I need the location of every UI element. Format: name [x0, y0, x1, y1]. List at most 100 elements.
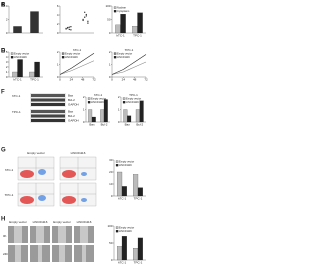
legend-swatch: [61, 55, 65, 59]
panel-letter: H: [1, 217, 5, 223]
legend-label: Empty vector: [65, 51, 80, 55]
legend-swatch: [113, 52, 117, 55]
legend-label: Empty vector: [117, 51, 132, 55]
bar: [132, 26, 138, 34]
legend-label: Empty vector: [14, 51, 29, 55]
bar: [137, 187, 143, 197]
legend-label: Empty vector: [91, 96, 106, 100]
legend-swatch: [87, 100, 91, 104]
y-tick-label: 6: [57, 4, 59, 8]
x-tick-label: 72: [144, 77, 148, 81]
legend-label: Nuclear: [117, 5, 126, 9]
bar: [137, 12, 143, 34]
line: [111, 54, 147, 75]
y-tick-label: 0: [57, 31, 59, 35]
y-tick-label: 10: [109, 182, 113, 186]
column-label: LINC01116: [33, 220, 48, 224]
legend-swatch: [113, 10, 117, 13]
dot: [85, 15, 88, 17]
y-tick-label: 2: [109, 50, 111, 54]
bar: [117, 171, 123, 197]
y-tick-label: 0: [83, 120, 85, 124]
x-tick-label: Bax: [125, 122, 131, 126]
x-tick-label: 0: [59, 77, 61, 81]
legend-label: LINC01116: [14, 55, 27, 59]
y-tick-label: 1: [109, 62, 111, 66]
y-tick-label: 0: [57, 75, 59, 79]
legend-swatch: [122, 100, 126, 104]
legend-swatch: [113, 55, 117, 59]
panel-letter: A: [1, 3, 6, 9]
row-label: 24h: [3, 252, 8, 256]
x-tick-label: 48: [133, 77, 137, 81]
column-label: LINC01116: [71, 151, 86, 155]
legend-label: Empty vector: [126, 96, 141, 100]
y-tick-label: 4: [6, 55, 8, 59]
bar: [115, 24, 121, 34]
panel-letter: F: [1, 90, 5, 96]
bar: [121, 236, 127, 261]
legend-swatch: [115, 160, 119, 163]
legend-label: Empty vector: [119, 159, 134, 163]
y-tick-label: 0: [109, 75, 111, 79]
dot: [84, 11, 86, 13]
x-tick-label: TPC-1: [133, 33, 142, 37]
y-tick-label: 4: [6, 4, 8, 8]
dot: [84, 16, 86, 18]
bar: [13, 26, 22, 33]
band-label: Bax: [68, 109, 74, 113]
band-label: Bcl-2: [68, 114, 75, 118]
band-label: Bax: [68, 93, 74, 97]
column-label: Empty vector: [27, 151, 45, 155]
bar: [117, 246, 123, 261]
dot: [87, 20, 89, 22]
dot: [82, 18, 84, 21]
x-tick-label: 48: [81, 77, 85, 81]
y-tick-label: 0: [111, 258, 113, 262]
y-tick-label: 1: [57, 62, 59, 66]
y-tick-label: 2: [57, 50, 59, 54]
y-tick-label: 50: [109, 241, 113, 245]
y-tick-label: 1: [118, 107, 120, 111]
legend-label: Cytoplasm: [117, 9, 129, 13]
chart-title: hTC-1: [94, 93, 103, 97]
bar: [100, 109, 105, 123]
bar: [29, 71, 35, 78]
x-tick-label: Bcl-2: [101, 122, 108, 126]
y-tick-label: 5: [6, 50, 8, 54]
panel-letter: D: [1, 49, 6, 55]
legend-label: Empty vector: [119, 225, 134, 229]
line: [111, 61, 147, 75]
x-tick-label: 24: [122, 77, 126, 81]
bar: [137, 237, 143, 261]
legend-swatch: [115, 230, 119, 233]
bar: [34, 61, 40, 78]
bar: [30, 11, 39, 33]
bar: [103, 99, 108, 123]
x-tick-label: TPC-1: [134, 196, 143, 200]
blot-image: [30, 93, 66, 123]
cell-label: TPC-1: [12, 110, 21, 114]
column-label: Empty vector: [53, 220, 71, 224]
row-label: TPC-1: [5, 193, 14, 197]
y-tick-label: 2: [83, 95, 85, 99]
dot: [65, 28, 67, 30]
dot: [67, 27, 69, 29]
dot: [70, 29, 72, 31]
figure: F hTC-1 TPC-1 Bax Bcl-2 GAPDH Bax Bcl-2 …: [1, 3, 148, 265]
x-tick-label: hTC-1: [118, 260, 127, 264]
bar: [121, 186, 127, 197]
x-tick-label: hTC-1: [118, 196, 127, 200]
y-tick-label: 1: [6, 70, 8, 74]
legend-swatch: [122, 97, 126, 100]
x-tick-label: 24: [70, 77, 74, 81]
y-tick-label: 0: [109, 31, 111, 35]
x-tick-label: 72: [92, 77, 96, 81]
dot: [68, 26, 71, 28]
y-tick-label: 30: [109, 158, 113, 162]
bar: [88, 109, 93, 123]
dot: [68, 28, 71, 31]
bar: [17, 59, 23, 78]
column-label: LINC01116: [77, 220, 92, 224]
legend-swatch: [115, 226, 119, 229]
